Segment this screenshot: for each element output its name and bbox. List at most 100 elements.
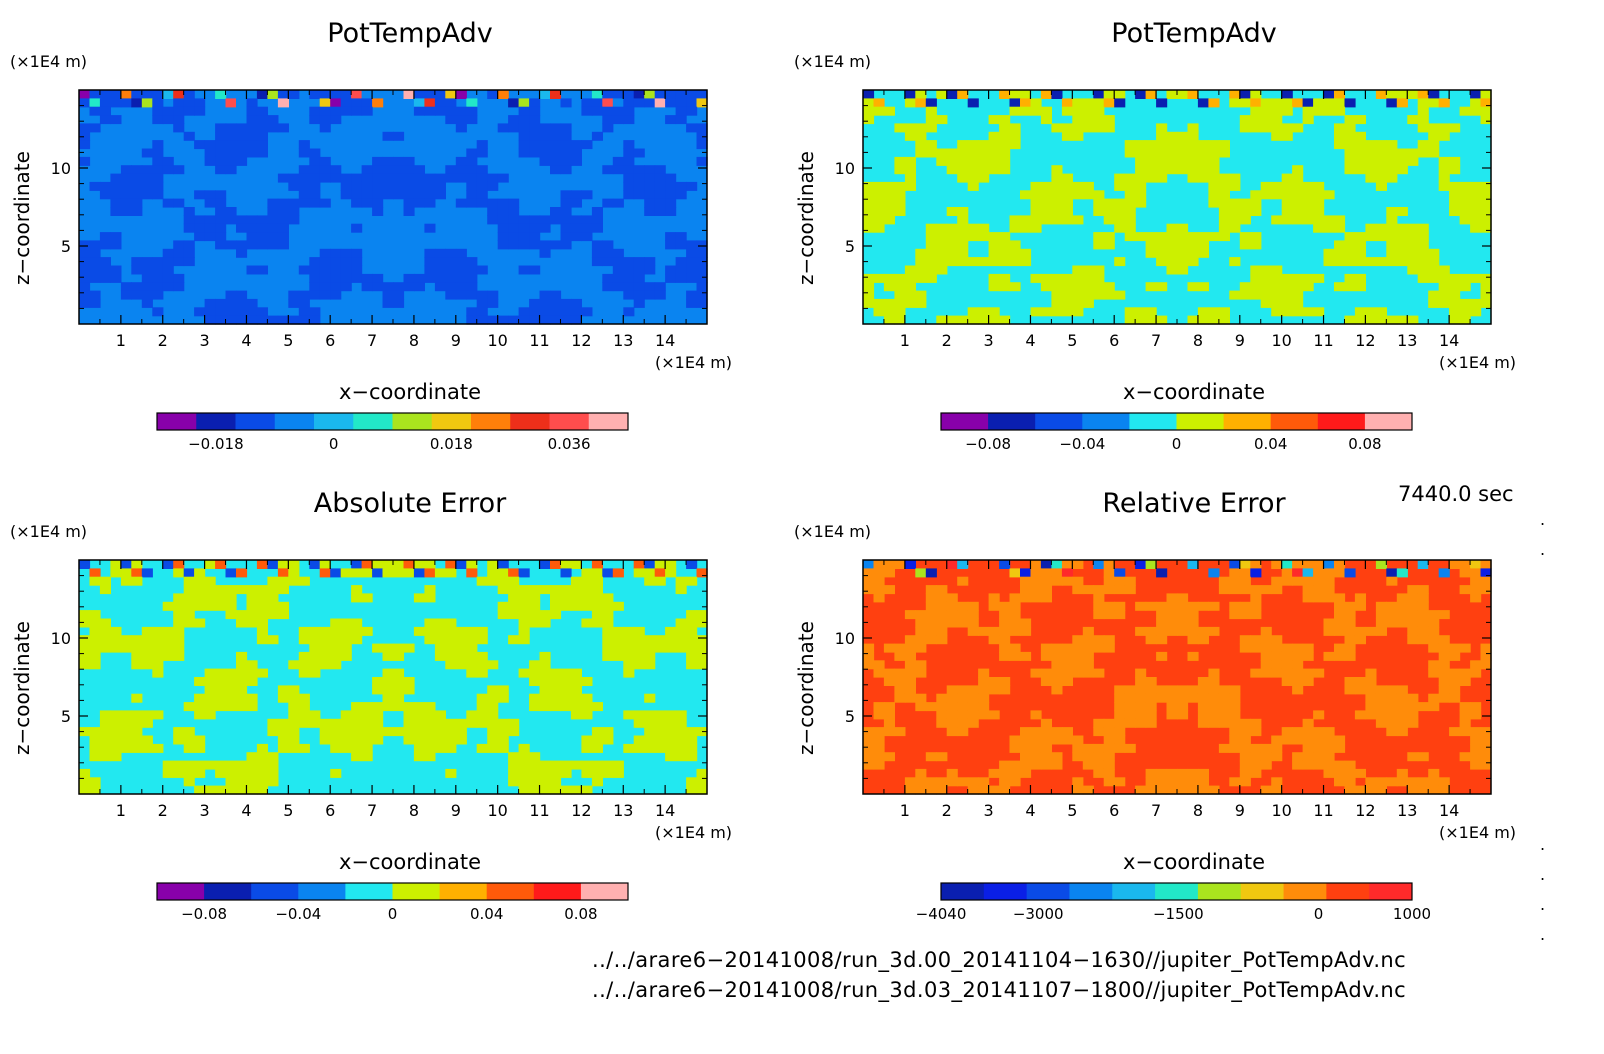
heatmap-cell xyxy=(988,248,1000,258)
heatmap-cell xyxy=(1093,585,1105,595)
heatmap-cell xyxy=(497,223,509,233)
heatmap-cell xyxy=(1177,618,1189,628)
heatmap-cell xyxy=(1334,768,1346,778)
heatmap-cell xyxy=(1082,785,1094,795)
heatmap-cell xyxy=(1292,165,1304,175)
heatmap-cell xyxy=(267,635,279,645)
heatmap-cell xyxy=(319,735,331,745)
heatmap-cell xyxy=(978,257,990,267)
heatmap-cell xyxy=(79,123,91,133)
heatmap-cell xyxy=(1438,282,1450,292)
heatmap-cell xyxy=(173,257,185,267)
heatmap-cell xyxy=(623,98,635,108)
heatmap-cell xyxy=(298,265,310,275)
heatmap-cell xyxy=(1114,215,1126,225)
heatmap-cell xyxy=(1344,257,1356,267)
heatmap-cell xyxy=(1061,735,1073,745)
heatmap-cell xyxy=(1156,777,1168,787)
heatmap-cell xyxy=(1271,785,1283,795)
heatmap-cell xyxy=(883,643,895,653)
heatmap-cell xyxy=(1156,315,1168,325)
heatmap-cell xyxy=(1396,702,1408,712)
heatmap-cell xyxy=(1449,651,1461,661)
heatmap-cell xyxy=(236,668,248,678)
heatmap-cell xyxy=(1407,240,1419,250)
heatmap-cell xyxy=(1009,743,1021,753)
heatmap-cell xyxy=(330,568,342,578)
heatmap-cell xyxy=(1177,257,1189,267)
heatmap-cell xyxy=(873,710,885,720)
heatmap-cell xyxy=(162,257,174,267)
heatmap-cell xyxy=(1396,315,1408,325)
heatmap-cell xyxy=(1166,685,1178,695)
heatmap-cell xyxy=(246,223,258,233)
heatmap-cell xyxy=(883,668,895,678)
heatmap-cell xyxy=(1354,131,1366,141)
heatmap-cell xyxy=(1323,626,1335,636)
heatmap-cell xyxy=(1386,710,1398,720)
heatmap-cell xyxy=(466,315,478,325)
heatmap-cell xyxy=(1093,123,1105,133)
heatmap-cell xyxy=(1229,685,1241,695)
heatmap-cell xyxy=(1051,685,1063,695)
heatmap-cell xyxy=(1166,248,1178,258)
heatmap-cell xyxy=(215,677,227,686)
heatmap-cell xyxy=(476,668,488,678)
heatmap-cell xyxy=(340,727,352,737)
heatmap-cell xyxy=(382,568,394,578)
heatmap-cell xyxy=(1292,173,1304,183)
heatmap-cell xyxy=(560,693,572,703)
heatmap-cell xyxy=(1334,593,1346,603)
heatmap-cell xyxy=(487,90,499,99)
heatmap-cell xyxy=(351,198,363,208)
heatmap-cell xyxy=(1229,173,1241,183)
heatmap-cell xyxy=(988,140,1000,150)
heatmap-cell xyxy=(581,618,593,628)
heatmap-cell xyxy=(194,743,206,753)
heatmap-cell xyxy=(351,190,363,200)
heatmap-cell xyxy=(340,181,352,191)
heatmap-cell xyxy=(696,610,708,620)
heatmap-cell xyxy=(1177,156,1189,166)
heatmap-cell xyxy=(372,710,384,720)
heatmap-cell xyxy=(508,215,520,225)
heatmap-cell xyxy=(675,576,687,586)
heatmap-cell xyxy=(183,610,195,620)
heatmap-cell xyxy=(256,626,268,636)
heatmap-cell xyxy=(967,232,979,242)
heatmap-cell xyxy=(1020,593,1032,603)
heatmap-cell xyxy=(256,752,268,762)
heatmap-cell xyxy=(403,173,415,183)
heatmap-cell xyxy=(863,223,875,233)
heatmap-cell xyxy=(131,718,143,728)
heatmap-cell xyxy=(1292,660,1304,670)
heatmap-cell xyxy=(173,273,185,283)
heatmap-cell xyxy=(633,626,645,636)
x-tick-label: 7 xyxy=(367,801,377,820)
heatmap-cell xyxy=(131,98,143,108)
heatmap-cell xyxy=(1449,156,1461,166)
heatmap-cell xyxy=(1197,768,1209,778)
heatmap-cell xyxy=(1051,298,1063,308)
heatmap-cell xyxy=(330,115,342,125)
heatmap-cell xyxy=(644,90,656,99)
heatmap-cell xyxy=(1197,240,1209,250)
heatmap-cell xyxy=(1061,660,1073,670)
heatmap-cell xyxy=(1187,165,1199,175)
x-tick-label: 1 xyxy=(116,331,126,350)
colorbar-swatch xyxy=(1069,883,1113,900)
heatmap-cell xyxy=(1187,90,1199,99)
heatmap-cell xyxy=(570,298,582,308)
heatmap-cell xyxy=(873,198,885,208)
heatmap-cell xyxy=(309,156,321,166)
heatmap-cell xyxy=(925,585,937,595)
heatmap-cell xyxy=(1061,298,1073,308)
heatmap-cell xyxy=(173,198,185,208)
heatmap-cell xyxy=(1407,618,1419,628)
heatmap-cell xyxy=(225,585,237,595)
heatmap-cell xyxy=(550,785,562,795)
heatmap-cell xyxy=(476,718,488,728)
heatmap-cell xyxy=(225,98,237,108)
heatmap-cell xyxy=(1145,677,1157,686)
heatmap-cell xyxy=(1281,181,1293,191)
